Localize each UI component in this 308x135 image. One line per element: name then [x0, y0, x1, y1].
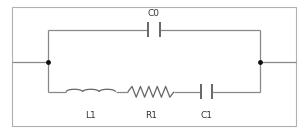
Text: R1: R1: [145, 111, 157, 120]
Bar: [12, 7, 296, 126]
Text: C1: C1: [201, 111, 212, 120]
Text: L1: L1: [86, 111, 96, 120]
Text: C0: C0: [148, 9, 160, 18]
